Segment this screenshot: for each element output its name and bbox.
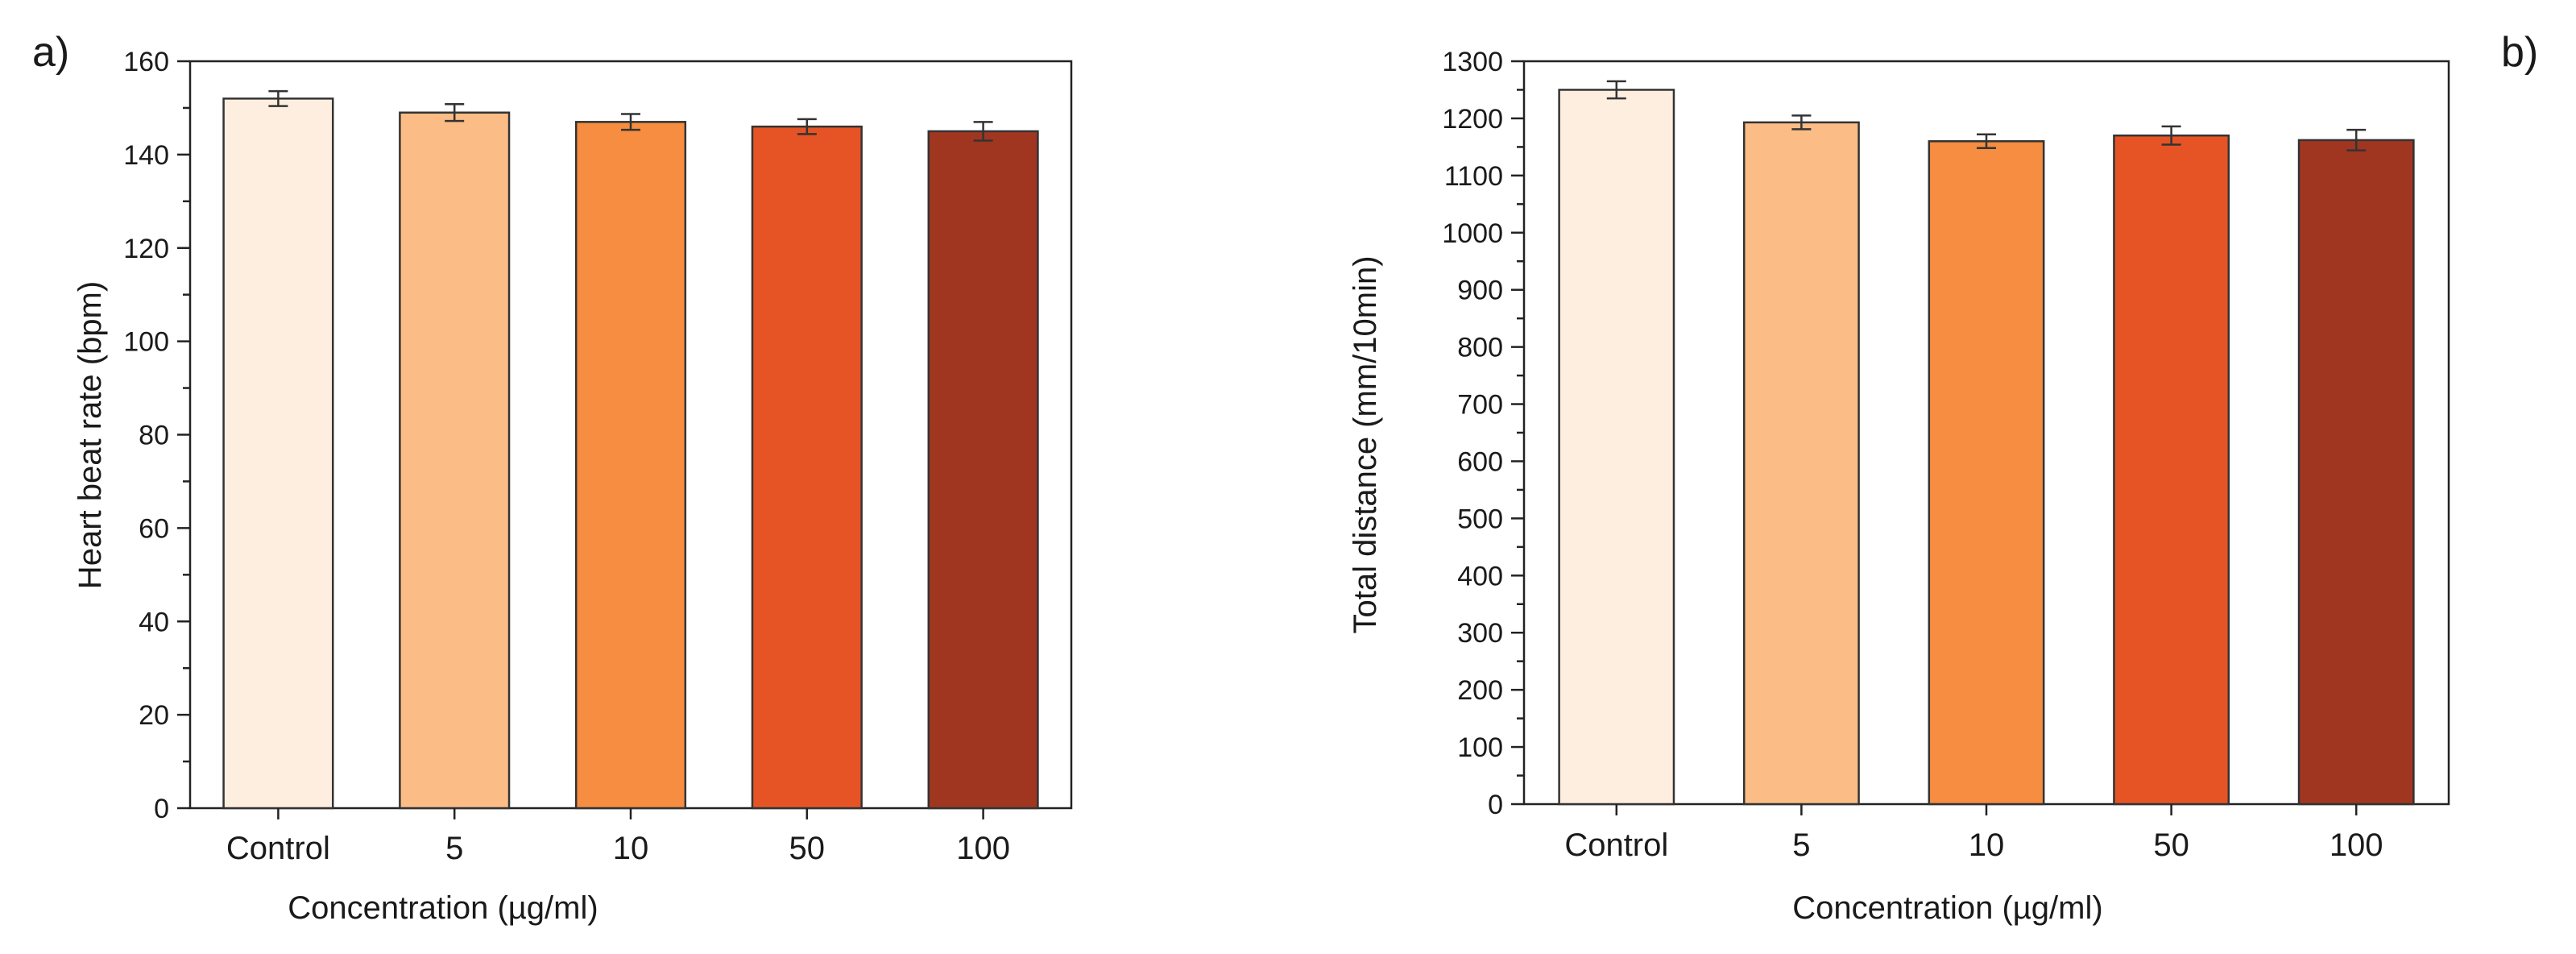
y-tick-label-a: 120 bbox=[123, 234, 169, 264]
bar-a-3 bbox=[751, 125, 863, 810]
x-tick-label-a-1: 5 bbox=[445, 831, 463, 866]
bar-a-2 bbox=[574, 121, 687, 810]
bar-b-1 bbox=[1742, 121, 1860, 806]
y-tick-label-b: 0 bbox=[1488, 790, 1503, 820]
bar-b-2 bbox=[1928, 140, 2045, 806]
y-tick-label-a: 80 bbox=[139, 421, 169, 451]
y-tick-label-b: 200 bbox=[1457, 675, 1503, 706]
y-tick-label-a: 160 bbox=[123, 47, 169, 77]
y-tick-label-b: 500 bbox=[1457, 504, 1503, 534]
panel-label-a: a) bbox=[32, 29, 69, 76]
panel-a: a) Concentration (µg/ml) Heart beat rate… bbox=[32, 29, 1073, 926]
x-tick-label-b-2: 10 bbox=[1969, 827, 2005, 863]
y-tick-label-b: 400 bbox=[1457, 561, 1503, 591]
y-axis-title-b: Total distance (mm/10min) bbox=[1348, 255, 1383, 633]
y-tick-label-b: 100 bbox=[1457, 732, 1503, 763]
y-tick-label-a: 40 bbox=[139, 607, 169, 637]
bar-b-4 bbox=[2297, 139, 2415, 806]
y-tick-label-b: 700 bbox=[1457, 390, 1503, 421]
bar-a-4 bbox=[927, 130, 1039, 810]
x-tick-label-b-3: 50 bbox=[2153, 827, 2189, 863]
y-tick-label-b: 1300 bbox=[1442, 47, 1503, 77]
x-tick-label-a-2: 10 bbox=[613, 831, 649, 866]
bar-b-0 bbox=[1558, 89, 1675, 806]
y-tick-label-b: 600 bbox=[1457, 446, 1503, 477]
y-tick-label-b: 1000 bbox=[1442, 218, 1503, 249]
x-axis-title-a: Concentration (µg/ml) bbox=[288, 890, 598, 926]
y-tick-label-b: 300 bbox=[1457, 618, 1503, 649]
y-tick-label-b: 800 bbox=[1457, 333, 1503, 363]
bar-b-3 bbox=[2113, 134, 2230, 806]
panel-b: b) Concentration (µg/ml) Total distance … bbox=[1348, 29, 2538, 926]
y-tick-label-a: 60 bbox=[139, 513, 169, 544]
x-tick-label-b-1: 5 bbox=[1792, 827, 1810, 863]
y-tick-label-a: 0 bbox=[154, 794, 169, 824]
y-tick-label-b: 1200 bbox=[1442, 104, 1503, 135]
x-tick-label-b-0: Control bbox=[1564, 827, 1668, 863]
y-tick-label-b: 900 bbox=[1457, 276, 1503, 306]
y-axis-title-a: Heart beat rate (bpm) bbox=[72, 281, 108, 589]
y-tick-label-a: 20 bbox=[139, 700, 169, 731]
x-axis-title-b: Concentration (µg/ml) bbox=[1792, 890, 2102, 926]
x-tick-label-a-4: 100 bbox=[956, 831, 1010, 866]
y-tick-label-b: 1100 bbox=[1444, 161, 1503, 192]
panel-label-b: b) bbox=[2501, 29, 2538, 76]
x-tick-label-a-3: 50 bbox=[789, 831, 826, 866]
bar-a-1 bbox=[399, 111, 511, 810]
x-tick-label-b-4: 100 bbox=[2330, 827, 2383, 863]
y-tick-label-a: 140 bbox=[123, 140, 169, 171]
bar-a-0 bbox=[222, 97, 334, 810]
x-tick-label-a-0: Control bbox=[226, 831, 330, 866]
y-tick-label-a: 100 bbox=[123, 327, 169, 358]
